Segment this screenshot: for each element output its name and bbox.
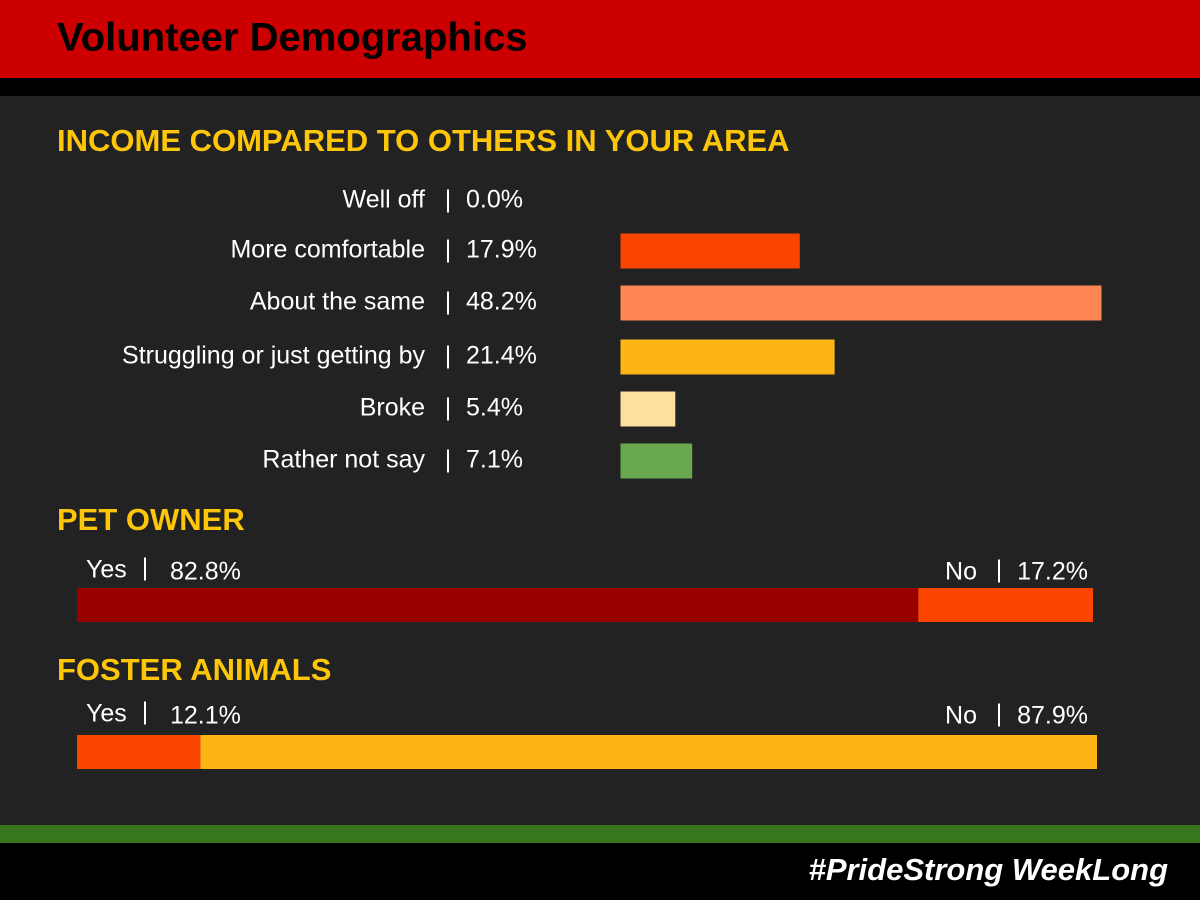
legend-label: No <box>945 702 977 730</box>
bar-segment <box>200 735 1098 769</box>
footer-strip <box>0 825 1200 843</box>
category-label: Struggling or just getting by <box>122 342 425 370</box>
value-label: 87.9% <box>1017 702 1088 730</box>
header-strip <box>0 78 1200 96</box>
page-title: Volunteer Demographics <box>57 16 527 60</box>
value-label: 21.4% <box>466 342 537 370</box>
separator: | <box>445 394 452 422</box>
category-label: Rather not say <box>262 446 425 474</box>
separator: | <box>142 554 149 582</box>
legend-label: Yes <box>86 556 127 584</box>
separator: | <box>445 288 452 316</box>
bar <box>620 443 693 479</box>
bar-segment <box>918 588 1093 622</box>
section-title: FOSTER ANIMALS <box>57 652 331 687</box>
separator: | <box>996 700 1003 728</box>
bar <box>620 233 800 269</box>
separator: | <box>142 698 149 726</box>
value-label: 82.8% <box>170 558 241 586</box>
category-label: Well off <box>343 186 426 214</box>
value-label: 0.0% <box>466 186 523 214</box>
category-label: More comfortable <box>230 236 425 264</box>
value-label: 17.2% <box>1017 558 1088 586</box>
separator: | <box>445 236 452 264</box>
section-title: INCOME COMPARED TO OTHERS IN YOUR AREA <box>57 123 790 158</box>
header-band <box>0 0 1200 78</box>
separator: | <box>445 342 452 370</box>
bar-segment <box>77 735 201 769</box>
bar <box>620 391 676 427</box>
value-label: 7.1% <box>466 446 523 474</box>
separator: | <box>996 556 1003 584</box>
category-label: About the same <box>250 288 425 316</box>
bar-segment <box>77 588 919 622</box>
value-label: 12.1% <box>170 702 241 730</box>
bar <box>620 285 1102 321</box>
separator: | <box>445 186 452 214</box>
hashtag: #PrideStrong WeekLong <box>809 852 1168 887</box>
value-label: 5.4% <box>466 394 523 422</box>
legend-label: Yes <box>86 700 127 728</box>
section-title: PET OWNER <box>57 502 245 537</box>
footer-band <box>0 843 1200 900</box>
separator: | <box>445 446 452 474</box>
value-label: 17.9% <box>466 236 537 264</box>
value-label: 48.2% <box>466 288 537 316</box>
category-label: Broke <box>360 394 425 422</box>
legend-label: No <box>945 558 977 586</box>
bar <box>620 339 835 375</box>
